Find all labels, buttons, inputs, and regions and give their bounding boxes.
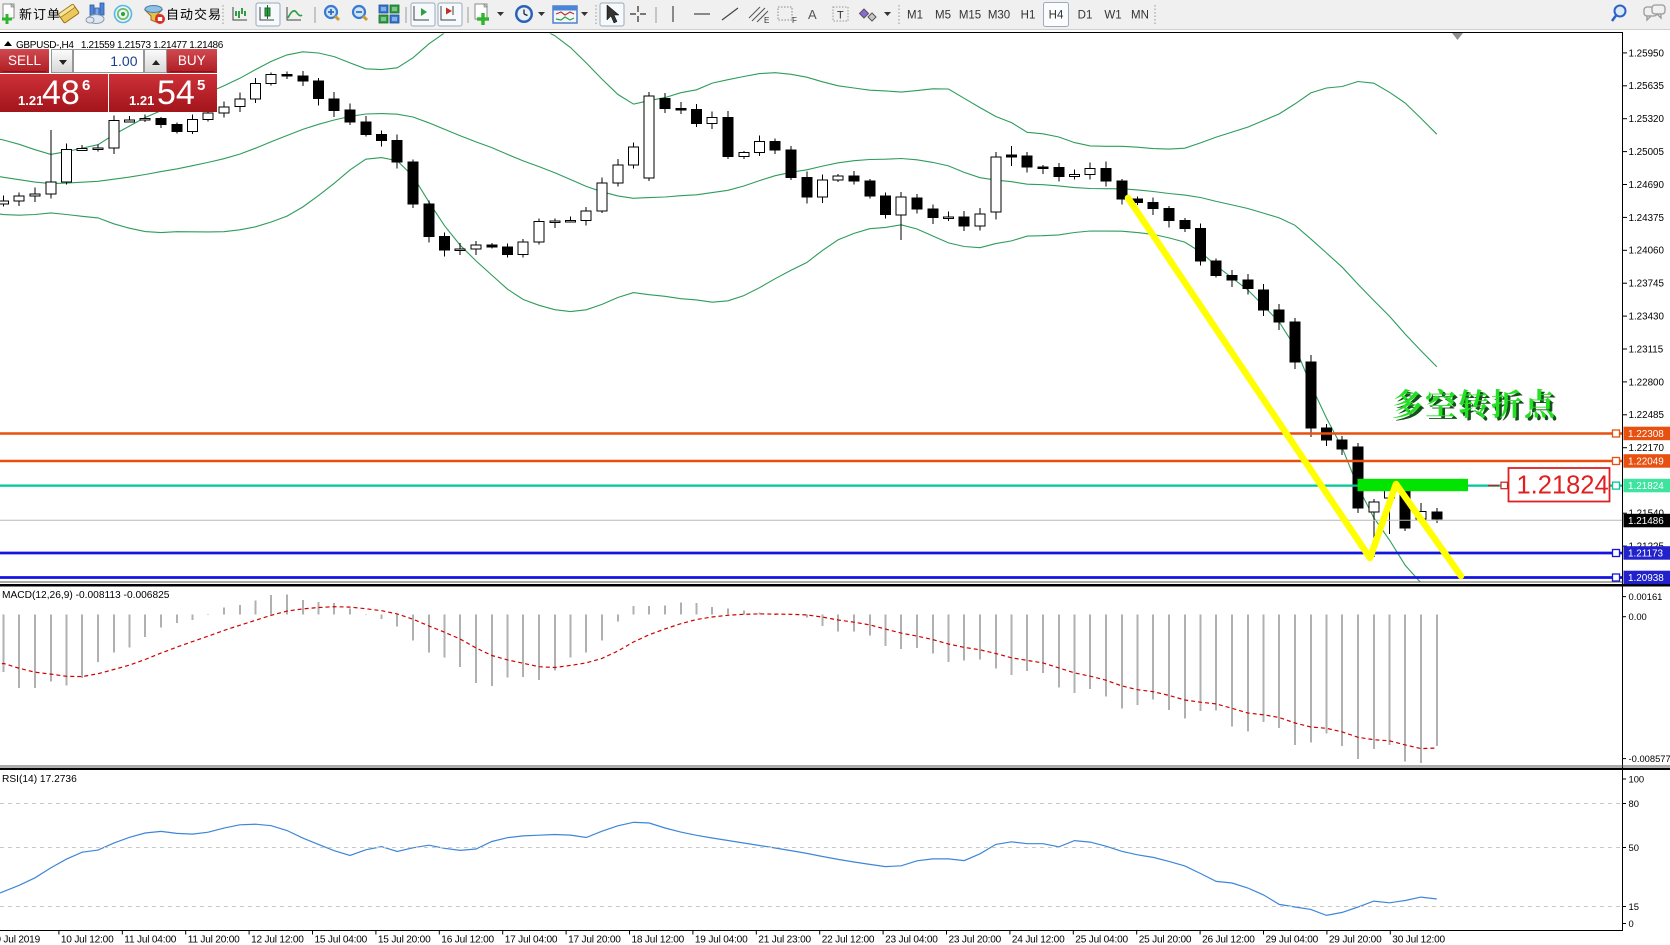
svg-text:17 Jul 20:00: 17 Jul 20:00 xyxy=(568,935,621,945)
svg-text:T: T xyxy=(837,10,844,22)
svg-text:1.24690: 1.24690 xyxy=(1629,180,1665,191)
svg-text:0: 0 xyxy=(1629,918,1634,929)
svg-text:H1: H1 xyxy=(1021,10,1036,22)
svg-text:10 Jul 2019: 10 Jul 2019 xyxy=(0,935,41,945)
svg-text:18 Jul 12:00: 18 Jul 12:00 xyxy=(632,935,685,945)
svg-text:22 Jul 12:00: 22 Jul 12:00 xyxy=(822,935,875,945)
svg-text:100: 100 xyxy=(1629,773,1645,784)
svg-text:1.21824: 1.21824 xyxy=(1628,481,1664,492)
svg-text:24 Jul 12:00: 24 Jul 12:00 xyxy=(1012,935,1065,945)
svg-text:M1: M1 xyxy=(907,10,923,22)
svg-text:12 Jul 12:00: 12 Jul 12:00 xyxy=(251,935,304,945)
svg-text:MACD(12,26,9) -0.008113 -0.006: MACD(12,26,9) -0.008113 -0.006825 xyxy=(2,590,170,601)
svg-text:1.22049: 1.22049 xyxy=(1628,457,1664,468)
svg-text:MN: MN xyxy=(1131,10,1149,22)
svg-text:1.25635: 1.25635 xyxy=(1629,81,1665,92)
svg-text:1.20938: 1.20938 xyxy=(1628,573,1664,584)
svg-text:50: 50 xyxy=(1629,842,1639,853)
svg-text:11 Jul 20:00: 11 Jul 20:00 xyxy=(188,935,240,945)
svg-text:GBPUSD-,H4 1.21559 1.21573 1: GBPUSD-,H4 1.21559 1.21573 1.21477 1.214… xyxy=(16,40,224,51)
svg-text:0.00: 0.00 xyxy=(1629,611,1647,622)
svg-text:W1: W1 xyxy=(1104,10,1121,22)
svg-text:1.25005: 1.25005 xyxy=(1629,147,1665,158)
svg-text:80: 80 xyxy=(1629,798,1639,809)
svg-text:23 Jul 04:00: 23 Jul 04:00 xyxy=(885,935,938,945)
svg-text:1.21486: 1.21486 xyxy=(1628,516,1664,527)
svg-text:M15: M15 xyxy=(959,10,981,22)
svg-text:10 Jul 12:00: 10 Jul 12:00 xyxy=(61,935,114,945)
svg-text:1.25950: 1.25950 xyxy=(1629,48,1665,59)
svg-text:29 Jul 20:00: 29 Jul 20:00 xyxy=(1329,935,1382,945)
svg-text:19 Jul 04:00: 19 Jul 04:00 xyxy=(695,935,748,945)
svg-text:1.21173: 1.21173 xyxy=(1628,549,1663,560)
svg-text:1.23745: 1.23745 xyxy=(1629,279,1665,290)
svg-text:E: E xyxy=(764,16,769,25)
svg-text:26 Jul 12:00: 26 Jul 12:00 xyxy=(1202,935,1255,945)
svg-text:1.22308: 1.22308 xyxy=(1628,429,1664,440)
svg-text:D1: D1 xyxy=(1078,10,1093,22)
svg-text:F: F xyxy=(792,16,797,25)
svg-text:23 Jul 20:00: 23 Jul 20:00 xyxy=(949,935,1002,945)
svg-text:15 Jul 04:00: 15 Jul 04:00 xyxy=(315,935,368,945)
svg-text:17 Jul 04:00: 17 Jul 04:00 xyxy=(505,935,558,945)
svg-text:1.22170: 1.22170 xyxy=(1629,443,1665,454)
svg-text:15: 15 xyxy=(1629,901,1639,912)
svg-text:21 Jul 23:00: 21 Jul 23:00 xyxy=(758,935,811,945)
svg-text:M30: M30 xyxy=(988,10,1010,22)
svg-text:1.24060: 1.24060 xyxy=(1629,246,1665,257)
svg-text:11 Jul 04:00: 11 Jul 04:00 xyxy=(124,935,176,945)
svg-text:1.22800: 1.22800 xyxy=(1629,377,1665,388)
svg-text:-0.008577: -0.008577 xyxy=(1629,753,1670,764)
svg-text:1.23115: 1.23115 xyxy=(1629,344,1664,355)
svg-text:RSI(14) 17.2736: RSI(14) 17.2736 xyxy=(2,774,77,785)
svg-text:1.21824: 1.21824 xyxy=(1517,472,1609,500)
svg-text:M5: M5 xyxy=(935,10,951,22)
svg-text:29 Jul 04:00: 29 Jul 04:00 xyxy=(1266,935,1319,945)
svg-text:25 Jul 20:00: 25 Jul 20:00 xyxy=(1139,935,1192,945)
svg-text:1.23430: 1.23430 xyxy=(1629,312,1665,323)
svg-text:1.24375: 1.24375 xyxy=(1629,213,1665,224)
svg-text:16 Jul 12:00: 16 Jul 12:00 xyxy=(441,935,494,945)
svg-text:1.25320: 1.25320 xyxy=(1629,114,1665,125)
svg-text:1.22485: 1.22485 xyxy=(1629,410,1665,421)
svg-text:A: A xyxy=(808,7,817,22)
svg-text:30 Jul 12:00: 30 Jul 12:00 xyxy=(1392,935,1445,945)
svg-text:0.00161: 0.00161 xyxy=(1629,591,1663,602)
svg-text:25 Jul 04:00: 25 Jul 04:00 xyxy=(1075,935,1128,945)
svg-text:15 Jul 20:00: 15 Jul 20:00 xyxy=(378,935,431,945)
svg-text:H4: H4 xyxy=(1049,10,1064,22)
